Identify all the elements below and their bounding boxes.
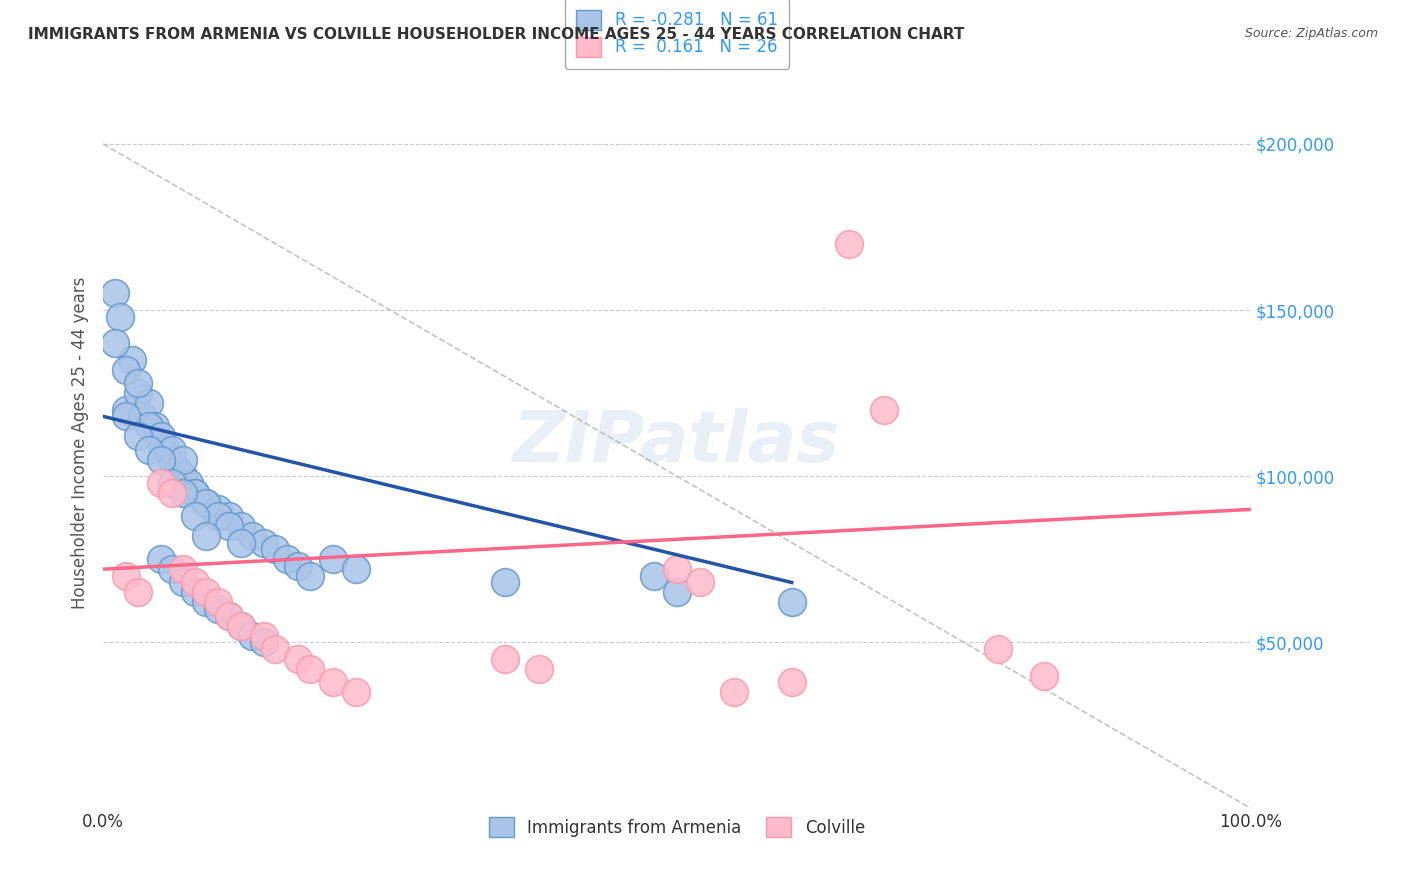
- Point: [218, 608, 240, 623]
- Y-axis label: Householder Income Ages 25 - 44 years: Householder Income Ages 25 - 44 years: [72, 277, 89, 609]
- Point: [127, 585, 149, 599]
- Point: [127, 386, 149, 401]
- Point: [229, 618, 252, 632]
- Point: [344, 562, 367, 576]
- Point: [298, 569, 321, 583]
- Point: [132, 409, 155, 424]
- Point: [138, 419, 160, 434]
- Legend: Immigrants from Armenia, Colville: Immigrants from Armenia, Colville: [482, 810, 872, 844]
- Point: [276, 552, 298, 566]
- Text: Source: ZipAtlas.com: Source: ZipAtlas.com: [1244, 27, 1378, 40]
- Point: [322, 552, 344, 566]
- Point: [195, 595, 218, 609]
- Point: [160, 485, 183, 500]
- Point: [149, 475, 172, 490]
- Point: [115, 363, 138, 377]
- Point: [195, 496, 218, 510]
- Point: [127, 429, 149, 443]
- Point: [138, 442, 160, 457]
- Point: [344, 685, 367, 699]
- Point: [240, 529, 263, 543]
- Point: [195, 496, 218, 510]
- Point: [218, 509, 240, 524]
- Point: [155, 442, 177, 457]
- Point: [195, 529, 218, 543]
- Point: [529, 662, 551, 676]
- Point: [287, 558, 309, 573]
- Point: [110, 310, 132, 324]
- Point: [184, 585, 207, 599]
- Point: [229, 618, 252, 632]
- Point: [160, 442, 183, 457]
- Point: [780, 595, 803, 609]
- Point: [149, 429, 172, 443]
- Point: [264, 542, 287, 557]
- Point: [253, 635, 276, 649]
- Point: [229, 535, 252, 549]
- Text: IMMIGRANTS FROM ARMENIA VS COLVILLE HOUSEHOLDER INCOME AGES 25 - 44 YEARS CORREL: IMMIGRANTS FROM ARMENIA VS COLVILLE HOUS…: [28, 27, 965, 42]
- Point: [298, 662, 321, 676]
- Point: [665, 585, 688, 599]
- Point: [838, 236, 860, 251]
- Point: [172, 469, 194, 483]
- Point: [689, 575, 711, 590]
- Point: [780, 675, 803, 690]
- Point: [138, 396, 160, 410]
- Point: [104, 286, 127, 301]
- Point: [166, 462, 188, 476]
- Point: [160, 475, 183, 490]
- Point: [184, 485, 207, 500]
- Point: [149, 552, 172, 566]
- Point: [143, 419, 166, 434]
- Point: [149, 436, 172, 450]
- Point: [184, 509, 207, 524]
- Point: [184, 575, 207, 590]
- Point: [253, 629, 276, 643]
- Point: [160, 452, 183, 467]
- Point: [240, 629, 263, 643]
- Point: [264, 642, 287, 657]
- Point: [104, 336, 127, 351]
- Point: [218, 608, 240, 623]
- Point: [1033, 668, 1056, 682]
- Point: [643, 569, 665, 583]
- Point: [207, 602, 229, 616]
- Point: [172, 485, 194, 500]
- Point: [207, 502, 229, 516]
- Point: [172, 575, 194, 590]
- Point: [127, 376, 149, 391]
- Point: [115, 569, 138, 583]
- Point: [987, 642, 1010, 657]
- Point: [179, 475, 201, 490]
- Point: [160, 562, 183, 576]
- Point: [184, 485, 207, 500]
- Point: [121, 352, 143, 367]
- Point: [287, 652, 309, 666]
- Text: ZIPatlas: ZIPatlas: [513, 409, 841, 477]
- Point: [207, 595, 229, 609]
- Point: [207, 509, 229, 524]
- Point: [115, 409, 138, 424]
- Point: [494, 575, 516, 590]
- Point: [723, 685, 745, 699]
- Point: [665, 562, 688, 576]
- Point: [172, 562, 194, 576]
- Point: [253, 535, 276, 549]
- Point: [195, 585, 218, 599]
- Point: [149, 452, 172, 467]
- Point: [494, 652, 516, 666]
- Point: [218, 519, 240, 533]
- Point: [172, 452, 194, 467]
- Point: [322, 675, 344, 690]
- Point: [872, 402, 894, 417]
- Point: [115, 402, 138, 417]
- Point: [229, 519, 252, 533]
